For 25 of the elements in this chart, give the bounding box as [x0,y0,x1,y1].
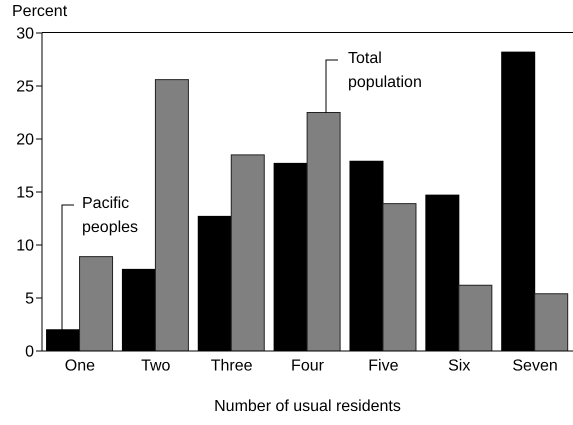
bar [79,256,114,351]
bar [534,293,568,351]
y-tick-label: 30 [16,26,34,43]
x-tick-label: Six [448,357,470,374]
x-tick-label: Five [368,357,399,374]
bar [458,284,492,351]
y-tick-label: 25 [16,78,34,96]
x-tick-label: Four [291,357,325,374]
series-label: Total population [348,49,423,93]
y-tick-label: 5 [25,290,34,308]
text: Pacific peoples [82,194,140,238]
y-tick-label: 15 [16,184,34,202]
bar [306,112,341,351]
bar [382,203,416,351]
x-axis-title: Number of usual residents [214,398,401,415]
x-tick-label: Seven [512,357,558,374]
y-tick-label: 10 [16,238,34,255]
x-tick-label: One [64,357,96,374]
bar [230,154,265,351]
bar [154,79,189,351]
y-axis-title: Percent [12,3,68,21]
y-tick-label: 0 [25,344,34,361]
x-tick-label: Three [210,357,253,374]
x-tick-label: Two [141,357,171,374]
y-tick-label: 20 [16,132,34,149]
